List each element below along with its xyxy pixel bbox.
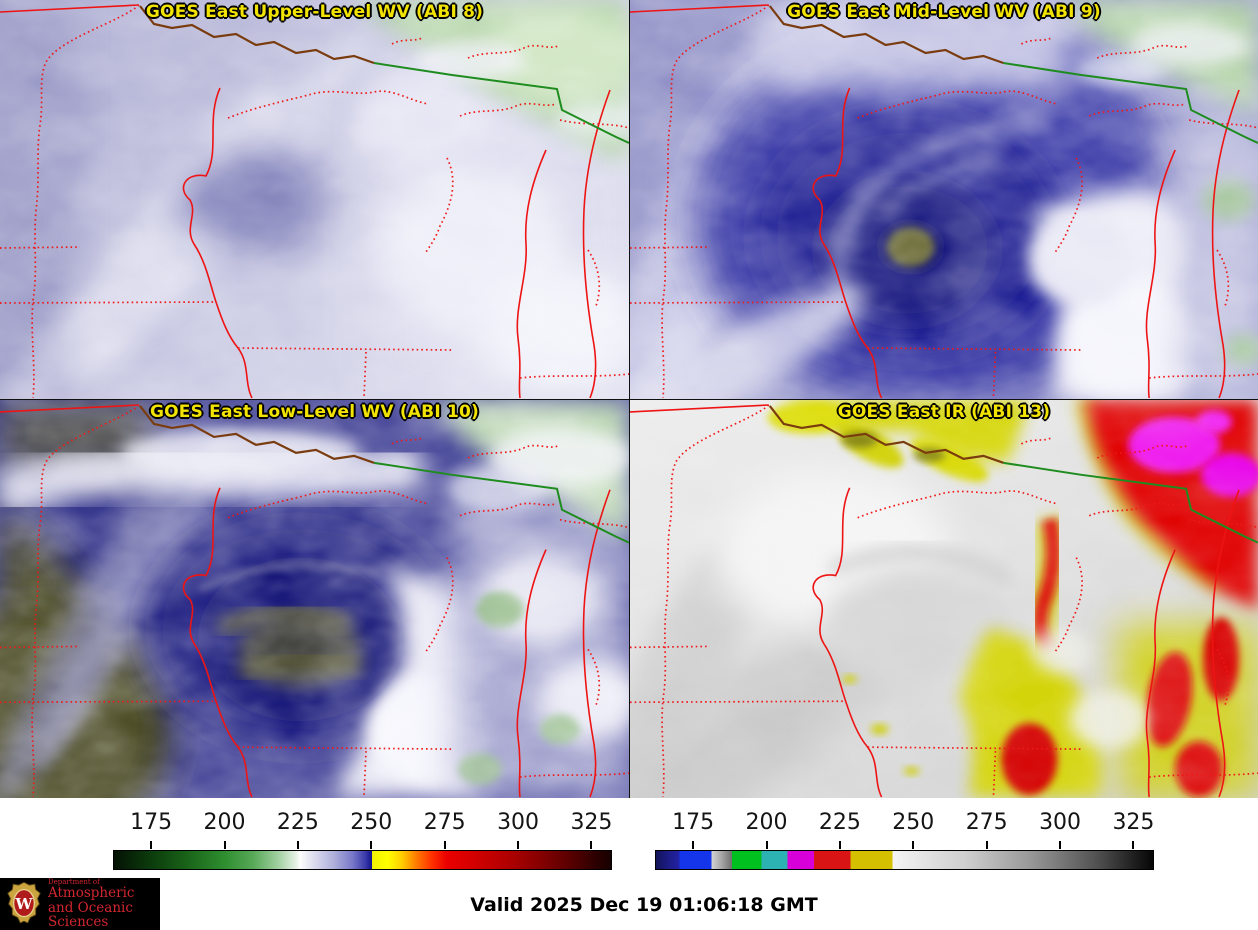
colorbar-tick-mark bbox=[765, 841, 768, 849]
svg-text:W: W bbox=[14, 895, 33, 913]
colorbar-tick-mark bbox=[517, 841, 520, 849]
panel-title-abi8: GOES East Upper-Level WV (ABI 8) bbox=[145, 2, 484, 22]
satellite-panels-grid: GOES East Upper-Level WV (ABI 8) bbox=[0, 0, 1258, 798]
colorbar-tick-label: 175 bbox=[672, 810, 715, 835]
colorbar-tick-label: 225 bbox=[818, 810, 861, 835]
colorbar-tick-mark bbox=[985, 841, 988, 849]
colorbar-tick-label: 200 bbox=[203, 810, 246, 835]
colorbar-tick-label: 325 bbox=[1112, 810, 1155, 835]
colorbar-tick-label: 200 bbox=[745, 810, 788, 835]
upper-level-wv-image bbox=[0, 0, 629, 399]
wv-colorbar: 175 200 225 250 275 300 325 bbox=[113, 798, 612, 878]
low-level-wv-image bbox=[0, 400, 629, 798]
logo-line1: Atmospheric bbox=[48, 885, 135, 902]
colorbar-tick-mark bbox=[370, 841, 373, 849]
ir-image bbox=[630, 400, 1258, 798]
logo-line2: and Oceanic Sciences bbox=[48, 899, 133, 930]
colorbar-tick-mark bbox=[223, 841, 226, 849]
logo-dept-line: Department of bbox=[48, 878, 100, 887]
colorbar-tick-mark bbox=[692, 841, 695, 849]
colorbar-tick-mark bbox=[590, 841, 593, 849]
colorbar-tick-label: 275 bbox=[423, 810, 466, 835]
wv-colorbar-gradient bbox=[113, 850, 612, 870]
colorbar-tick-label: 275 bbox=[965, 810, 1008, 835]
panel-title-abi9: GOES East Mid-Level WV (ABI 9) bbox=[787, 2, 1101, 22]
colorbar-tick-label: 250 bbox=[892, 810, 935, 835]
colorbar-tick-label: 225 bbox=[276, 810, 319, 835]
colorbar-tick-label: 250 bbox=[350, 810, 393, 835]
ir-colorbar-gradient bbox=[655, 850, 1154, 870]
ir-colorbar: 175 200 225 250 275 300 325 bbox=[655, 798, 1154, 878]
panel-mid-level-wv: GOES East Mid-Level WV (ABI 9) bbox=[629, 0, 1258, 399]
colorbar-tick-mark bbox=[296, 841, 299, 849]
colorbar-tick-label: 325 bbox=[570, 810, 613, 835]
panel-title-abi13: GOES East IR (ABI 13) bbox=[837, 402, 1051, 422]
panel-ir: GOES East IR (ABI 13) bbox=[629, 399, 1258, 798]
colorbar-row: 175 200 225 250 275 300 325 175 200 225 250 275 300… bbox=[0, 798, 1258, 878]
panel-low-level-wv: GOES East Low-Level WV (ABI 10) bbox=[0, 399, 629, 798]
colorbar-tick-label: 175 bbox=[130, 810, 173, 835]
colorbar-tick-mark bbox=[150, 841, 153, 849]
panel-upper-level-wv: GOES East Upper-Level WV (ABI 8) bbox=[0, 0, 629, 399]
logo-text: Department of Atmospheric and Oceanic Sc… bbox=[48, 878, 160, 930]
panel-title-abi10: GOES East Low-Level WV (ABI 10) bbox=[149, 402, 479, 422]
colorbar-tick-mark bbox=[1059, 841, 1062, 849]
footer: W Department of Atmospheric and Oceanic … bbox=[0, 878, 1258, 930]
colorbar-tick-mark bbox=[838, 841, 841, 849]
colorbar-tick-mark bbox=[443, 841, 446, 849]
valid-time-label: Valid 2025 Dec 19 01:06:18 GMT bbox=[470, 894, 818, 916]
colorbar-tick-label: 300 bbox=[1039, 810, 1082, 835]
colorbar-tick-label: 300 bbox=[497, 810, 540, 835]
mid-level-wv-image bbox=[630, 0, 1258, 399]
colorbar-tick-mark bbox=[1132, 841, 1135, 849]
uw-crest-icon: W bbox=[7, 881, 41, 924]
colorbar-tick-mark bbox=[912, 841, 915, 849]
uw-aos-logo: W Department of Atmospheric and Oceanic … bbox=[0, 878, 160, 930]
